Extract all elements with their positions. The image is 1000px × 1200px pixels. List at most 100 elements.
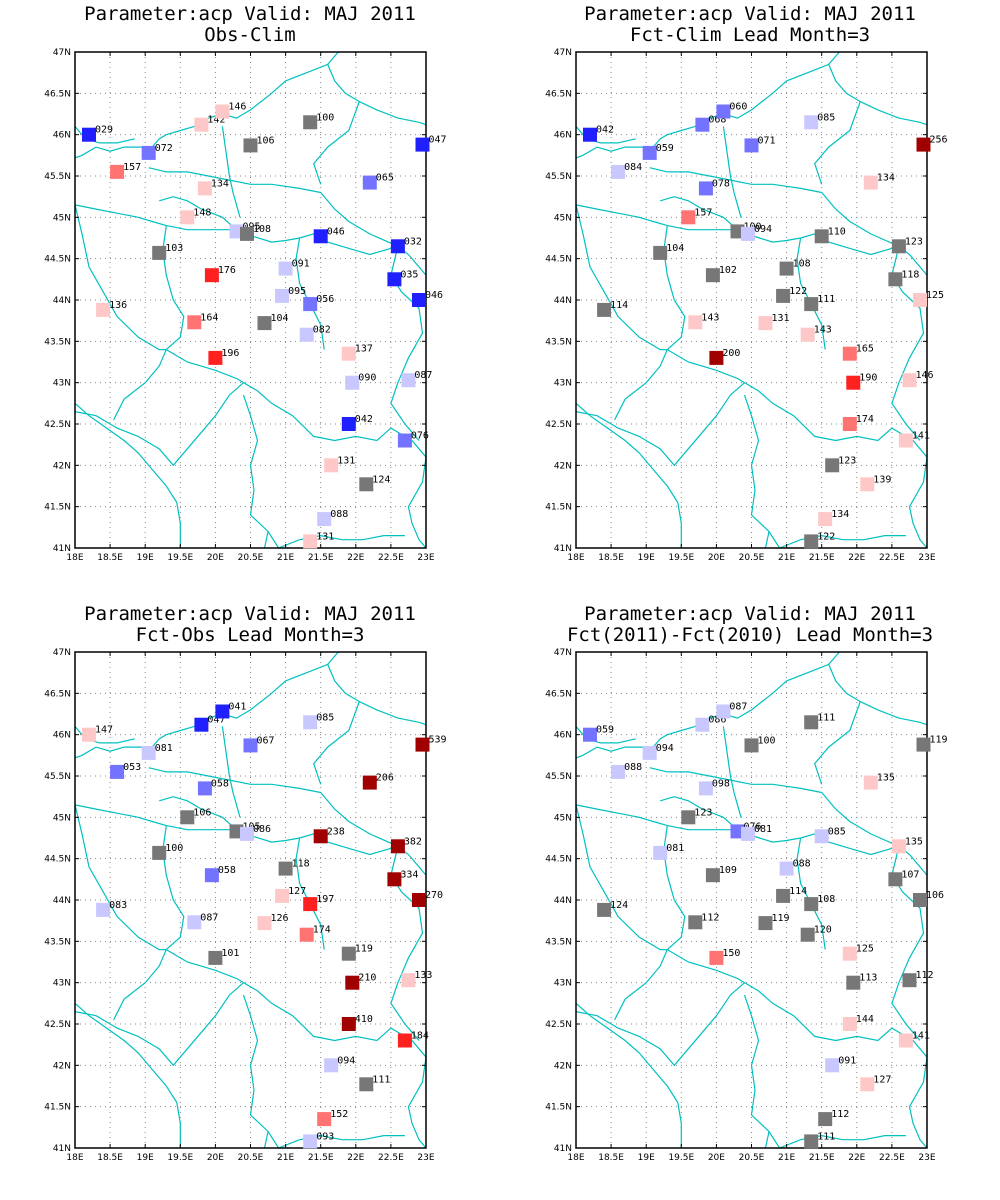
x-tick-label: 18.5E (97, 1153, 123, 1163)
station-value-label: 136 (109, 300, 127, 311)
station-value-label: 108 (817, 894, 835, 905)
station-value-label: 112 (701, 912, 719, 923)
x-tick-label: 23E (417, 1153, 434, 1163)
station-marker (779, 261, 794, 276)
y-tick-label: 45N (53, 813, 71, 823)
y-tick-label: 47N (53, 648, 71, 658)
station-value-label: 238 (327, 826, 345, 837)
x-tick-label: 22.5E (378, 553, 404, 563)
coastline-path (278, 1134, 405, 1149)
coastline-path (779, 1134, 906, 1149)
x-tick-label: 18.5E (97, 553, 123, 563)
coastline-path (614, 349, 668, 421)
coastline-path (148, 167, 321, 194)
station-marker (800, 927, 815, 942)
station-marker (313, 829, 328, 844)
station-value-label: 101 (221, 948, 239, 959)
station-value-label: 152 (330, 1109, 348, 1120)
station-value-label: 147 (95, 725, 113, 736)
y-tick-label: 43N (554, 979, 572, 989)
station-value-label: 137 (355, 344, 373, 355)
y-tick-label: 43N (53, 379, 71, 389)
station-value-label: 122 (817, 531, 835, 542)
coastline-path (295, 237, 325, 350)
x-tick-label: 18E (66, 1153, 83, 1163)
y-tick-label: 42N (554, 1061, 572, 1071)
y-tick-label: 43.5N (44, 337, 71, 347)
station-marker (804, 897, 819, 912)
station-value-label: 085 (828, 826, 846, 837)
y-tick-label: 41.5N (545, 1103, 572, 1113)
station-marker (804, 297, 819, 312)
y-tick-label: 43.5N (545, 937, 572, 947)
station-value-label: 125 (926, 290, 944, 301)
station-value-label: 094 (754, 224, 772, 235)
x-tick-label: 19.5E (668, 553, 694, 563)
station-value-label: 087 (200, 912, 218, 923)
coastline-path (779, 534, 906, 549)
y-tick-label: 42.5N (545, 1020, 572, 1030)
panel-subtitle: Fct-Obs Lead Month=3 (136, 624, 365, 646)
station-marker (412, 293, 426, 307)
coastline-path (743, 994, 781, 1149)
x-tick-label: 19E (137, 553, 154, 563)
station-marker (681, 810, 696, 825)
coastline-path (221, 726, 241, 818)
station-marker (653, 845, 668, 860)
panel-subtitle: Obs-Clim (204, 24, 296, 46)
station-value-label: 112 (831, 1109, 849, 1120)
station-marker (324, 1058, 339, 1073)
x-tick-label: 18E (66, 553, 83, 563)
x-tick-label: 21E (778, 553, 795, 563)
station-value-label: 270 (425, 890, 443, 901)
y-tick-label: 41.5N (44, 503, 71, 513)
y-tick-label: 44N (53, 296, 71, 306)
station-value-label: 197 (316, 894, 334, 905)
station-marker (842, 1017, 857, 1031)
station-marker (303, 534, 318, 549)
station-value-label: 090 (358, 373, 376, 384)
station-marker (863, 775, 878, 790)
station-marker (846, 975, 861, 990)
station-value-label: 164 (200, 312, 218, 323)
x-tick-label: 20E (708, 553, 725, 563)
coastline-path (575, 204, 731, 231)
x-tick-label: 20.5E (739, 1153, 765, 1163)
coastline-path (796, 837, 826, 950)
y-tick-label: 43N (53, 979, 71, 989)
station-value-label: 190 (859, 373, 877, 384)
coastline-path (575, 804, 731, 831)
coastline-borders (575, 51, 928, 549)
station-value-label: 106 (193, 807, 211, 818)
station-value-label: 059 (656, 143, 674, 154)
panel-title: Parameter:acp Valid: MAJ 2011 (584, 3, 916, 25)
coastline-path (649, 167, 822, 194)
coastline-path (614, 949, 668, 1021)
station-marker (257, 916, 272, 931)
station-marker (278, 261, 293, 276)
coastline-path (242, 394, 280, 549)
station-value-label: 084 (624, 162, 642, 173)
y-tick-label: 46.5N (545, 89, 572, 99)
station-marker (888, 872, 903, 887)
station-value-label: 111 (372, 1074, 390, 1085)
station-marker (208, 950, 223, 965)
station-marker (204, 268, 219, 283)
y-tick-label: 41.5N (44, 1103, 71, 1113)
x-tick-label: 22E (347, 1153, 364, 1163)
station-value-label: 047 (429, 135, 447, 146)
station-marker (180, 210, 195, 225)
station-value-label: 081 (666, 843, 684, 854)
station-value-label: 120 (814, 925, 832, 936)
station-value-label: 095 (288, 286, 306, 297)
station-value-label: 100 (758, 735, 776, 746)
coastline-path (74, 382, 244, 467)
station-marker (303, 715, 318, 730)
station-value-label: 088 (793, 859, 811, 870)
coastline-path (148, 767, 321, 794)
y-tick-label: 45N (554, 813, 572, 823)
station-value-label: 131 (772, 313, 790, 324)
station-marker (842, 346, 857, 361)
panel-title: Parameter:acp Valid: MAJ 2011 (84, 3, 416, 25)
station-marker (913, 893, 927, 907)
